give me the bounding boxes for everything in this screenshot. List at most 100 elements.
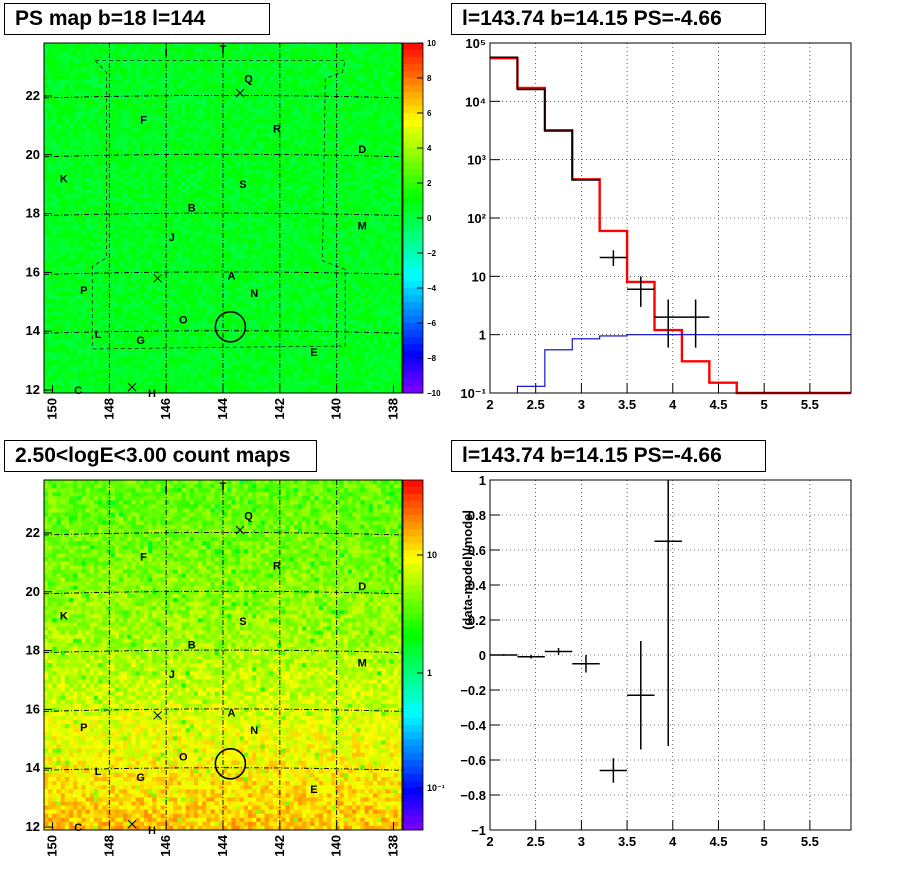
residual-y-tick-label: −1 [471,823,486,838]
map-source-label: H [148,388,156,400]
residual-y-tick-label: 0.4 [468,578,487,593]
map-source-label: A [228,270,236,282]
map-source-label: J [169,232,175,244]
spectrum-x-tick-label: 4.5 [709,397,727,412]
colorbar-tick-label: 1 [427,668,432,678]
residual-x-tick-label: 5.5 [801,834,819,849]
map-grid [43,480,403,830]
data-histogram [490,56,600,181]
map-source-label: F [140,114,147,126]
map-source-label: O [179,751,188,763]
map-source-label: R [273,123,281,135]
map-x-tick-label: 150 [45,835,60,857]
map-grid-parallel [43,330,403,334]
colorbar-frame [402,479,424,831]
map-source-label: E [310,784,317,796]
map-source-label: Q [244,510,253,522]
residual-y-tick-label: −0.6 [460,753,486,768]
spectrum-data-point [681,299,710,348]
spectrum-y-tick-label: 1 [479,328,486,343]
survey-footprint-outline [91,60,346,350]
map-y-tick-label: 20 [26,147,40,162]
map-grid-parallel [43,212,403,217]
spectrum-x-tick-label: 3 [578,397,585,412]
colorbar-tick-label: −2 [427,249,437,258]
map-y-tick-label: 22 [26,525,40,540]
map-source-label: L [95,329,102,341]
spectrum-x-tick-label: 5.5 [801,397,819,412]
residual-x-tick-label: 2.5 [527,834,545,849]
map-cross-marker [127,382,137,392]
spectrum-data-point [654,299,682,348]
map-source-label: K [60,610,68,622]
map-cross-marker [127,819,137,829]
map-source-label: T [220,481,227,493]
map-source-label: J [169,669,175,681]
map-x-tick-label: 144 [215,397,230,419]
map-grid-parallel [43,708,403,712]
background-histogram [490,334,851,394]
ps-map-pixels [44,43,403,394]
map-source-label: I [165,484,168,496]
spectrum-data-point [627,276,655,307]
map-cross-marker [235,525,245,535]
residual-y-tick-label: −0.2 [460,683,486,698]
map-source-label: C [74,385,82,397]
map-y-tick-label: 16 [26,264,40,279]
map-cross-marker [153,710,163,720]
residual-x-tick-label: 3.5 [618,834,636,849]
colorbar-tick-label: −8 [427,354,437,363]
residual-x-tick-label: 2 [486,834,493,849]
residual-y-tick-label: 0 [479,648,486,663]
spectrum-x-tick-label: 5 [761,397,768,412]
colorbar-tick-label: 10 [427,550,437,560]
residual-data-point [654,480,682,746]
map-source-label: K [60,173,68,185]
map-x-tick-label: 146 [158,398,173,420]
map-x-tick-label: 142 [272,835,287,857]
colorbar-tick-label: 2 [427,179,432,188]
residual-data-point [599,758,628,783]
map-y-tick-label: 16 [26,701,40,716]
spectrum-x-tick-label: 3.5 [618,397,636,412]
map-source-label: P [80,285,87,297]
residual-y-tick-label: −0.4 [460,718,486,733]
spectrum-x-tick-label: 4 [669,397,677,412]
spectrum-y-tick-label: 10² [467,211,486,226]
map-x-tick-label: 138 [385,835,400,857]
count-map-pixels [44,480,403,831]
selected-position-circle [214,748,247,780]
map-grid-parallel [43,649,403,654]
residual-data-point [572,655,600,673]
map-x-tick-label: 146 [158,835,173,857]
map-source-label: M [358,220,367,232]
map-y-tick-label: 12 [26,819,40,834]
map-source-label: Q [244,73,253,85]
map-y-tick-label: 18 [26,206,40,221]
residual-x-tick-label: 4.5 [709,834,727,849]
colorbar-tick-label: 8 [427,74,432,83]
map-source-label: H [148,825,156,837]
map-y-tick-label: 18 [26,643,40,658]
map-cross-marker [235,88,245,98]
map-source-label: S [239,179,246,191]
colorbar-tick-label: 10 [427,39,436,48]
map-x-tick-label: 144 [215,834,230,856]
map-source-label: N [250,725,258,737]
map-source-label: F [140,551,147,563]
map-grid-parallel [43,590,403,595]
count-map-title: 2.50<logE<3.00 count maps [4,440,317,472]
map-source-label: I [165,47,168,59]
map-grid-parallel [43,94,403,99]
map-source-label: D [358,144,366,156]
map-y-tick-label: 22 [26,88,40,103]
map-source-label: B [188,203,196,215]
map-source-label: M [358,657,367,669]
residual-y-tick-label: 0.2 [468,613,486,628]
map-source-label: O [179,314,188,326]
map-x-tick-label: 140 [329,398,344,420]
residual-data-point [544,648,573,655]
colorbar [403,480,423,831]
map-grid-parallel [43,271,403,275]
